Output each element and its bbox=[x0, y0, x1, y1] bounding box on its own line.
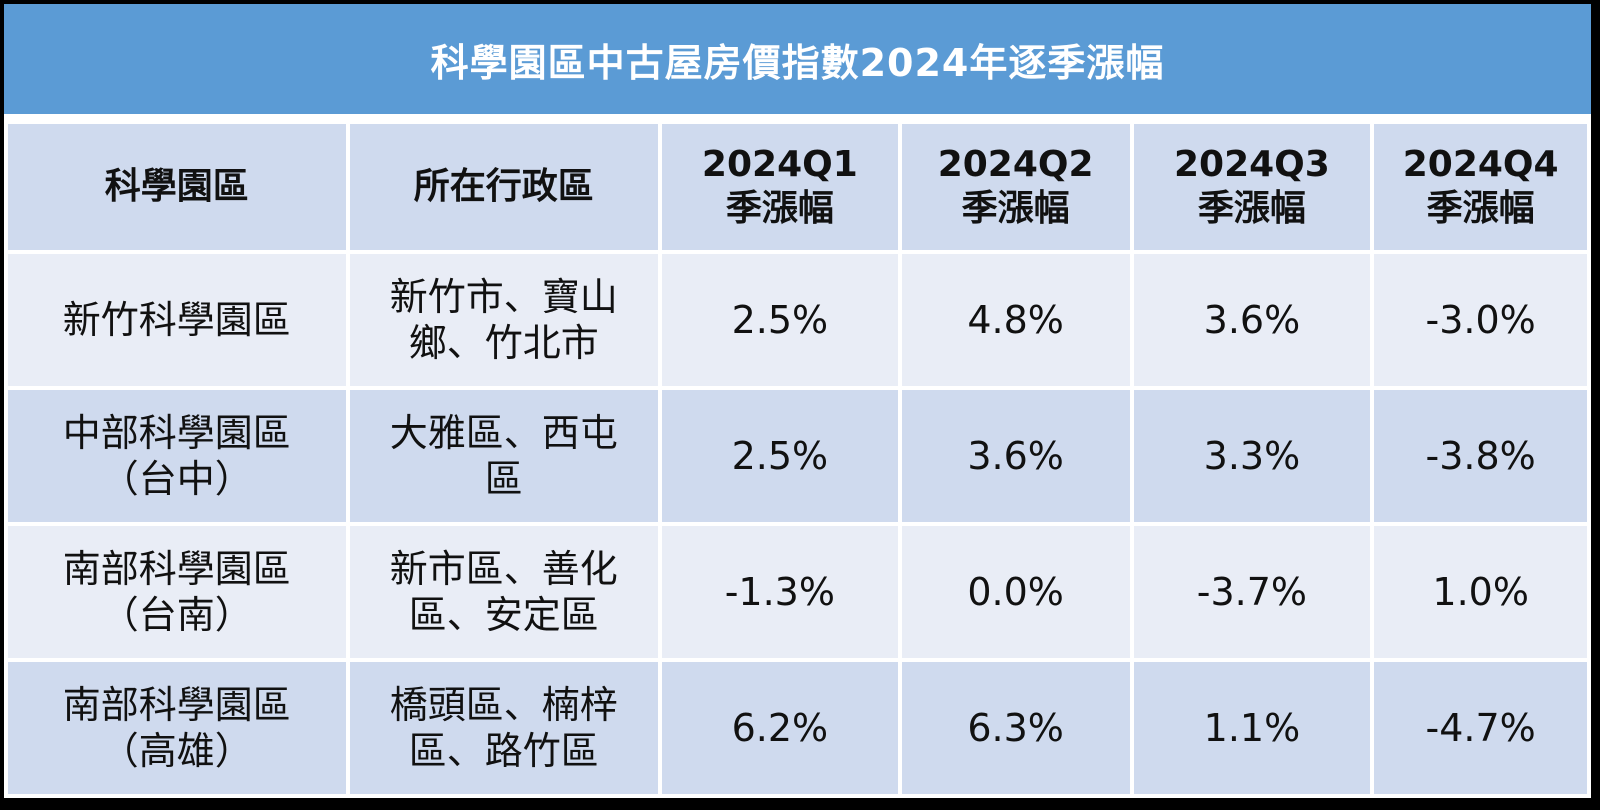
cell-district: 新市區、善化 區、安定區 bbox=[349, 526, 658, 658]
district-line-2: 鄉、竹北市 bbox=[408, 321, 599, 365]
cell-park: 中部科學園區 （台中） bbox=[8, 390, 346, 522]
header-park-label: 科學園區 bbox=[104, 166, 249, 208]
district-line-1: 新竹市、寶山 bbox=[389, 274, 618, 319]
header-q1-period: 2024Q1 bbox=[701, 144, 858, 186]
header-q3-metric: 季漲幅 bbox=[1197, 188, 1306, 229]
cell-q2-value: 3.6% bbox=[901, 390, 1130, 522]
cell-district: 新竹市、寶山 鄉、竹北市 bbox=[349, 254, 658, 386]
park-city: （台南） bbox=[100, 593, 253, 637]
cell-q1-value: 2.5% bbox=[661, 254, 898, 386]
table-row-taichung: 中部科學園區 （台中） 大雅區、西屯 區 2.5% 3.6% 3.3% -3.8… bbox=[8, 390, 1587, 522]
table-row-kaohsiung: 南部科學園區 （高雄） 橋頭區、楠梓 區、路竹區 6.2% 6.3% 1.1% … bbox=[8, 662, 1587, 794]
park-name: 新竹科學園區 bbox=[62, 297, 291, 342]
cell-q4-value: 1.0% bbox=[1374, 526, 1587, 658]
header-q1: 2024Q1 季漲幅 bbox=[661, 124, 898, 250]
table-title: 科學園區中古屋房價指數2024年逐季漲幅 bbox=[4, 4, 1591, 114]
header-q3-period: 2024Q3 bbox=[1173, 144, 1330, 186]
cell-q3-value: -3.7% bbox=[1133, 526, 1371, 658]
cell-q4-value: -3.8% bbox=[1374, 390, 1587, 522]
cell-q1-value: 2.5% bbox=[661, 390, 898, 522]
cell-q4-value: -3.0% bbox=[1374, 254, 1587, 386]
cell-park: 新竹科學園區 bbox=[8, 254, 346, 386]
cell-district: 橋頭區、楠梓 區、路竹區 bbox=[349, 662, 658, 794]
park-name: 南部科學園區 bbox=[62, 682, 291, 727]
park-name: 中部科學園區 bbox=[62, 410, 291, 455]
cell-q1-value: -1.3% bbox=[661, 526, 898, 658]
cell-q3-value: 3.3% bbox=[1133, 390, 1371, 522]
header-district: 所在行政區 bbox=[349, 124, 658, 250]
header-q2-metric: 季漲幅 bbox=[961, 188, 1070, 229]
cell-q1-value: 6.2% bbox=[661, 662, 898, 794]
cell-q2-value: 4.8% bbox=[901, 254, 1130, 386]
cell-district: 大雅區、西屯 區 bbox=[349, 390, 658, 522]
table-row-hsinchu: 新竹科學園區 新竹市、寶山 鄉、竹北市 2.5% 4.8% 3.6% -3.0% bbox=[8, 254, 1587, 386]
header-q4-period: 2024Q4 bbox=[1402, 144, 1559, 186]
cell-q2-value: 0.0% bbox=[901, 526, 1130, 658]
header-q2: 2024Q2 季漲幅 bbox=[901, 124, 1130, 250]
district-line-1: 新市區、善化 bbox=[389, 546, 618, 591]
park-city: （高雄） bbox=[100, 729, 253, 773]
header-q4-metric: 季漲幅 bbox=[1426, 188, 1535, 229]
header-park: 科學園區 bbox=[8, 124, 346, 250]
header-district-label: 所在行政區 bbox=[413, 166, 594, 208]
header-q1-metric: 季漲幅 bbox=[725, 188, 834, 229]
cell-q2-value: 6.3% bbox=[901, 662, 1130, 794]
park-city: （台中） bbox=[100, 457, 253, 501]
header-q4: 2024Q4 季漲幅 bbox=[1374, 124, 1587, 250]
district-line-1: 橋頭區、楠梓 bbox=[389, 682, 618, 727]
park-name: 南部科學園區 bbox=[62, 546, 291, 591]
table-frame: 科學園區中古屋房價指數2024年逐季漲幅 科學園區 所在行政區 2024Q1 季… bbox=[4, 4, 1591, 798]
district-line-1: 大雅區、西屯 bbox=[389, 410, 618, 455]
price-index-table: 科學園區 所在行政區 2024Q1 季漲幅 2024Q2 季漲幅 2024Q3 … bbox=[4, 120, 1591, 798]
cell-q3-value: 1.1% bbox=[1133, 662, 1371, 794]
cell-park: 南部科學園區 （台南） bbox=[8, 526, 346, 658]
district-line-2: 區、路竹區 bbox=[408, 729, 599, 773]
header-row: 科學園區 所在行政區 2024Q1 季漲幅 2024Q2 季漲幅 2024Q3 … bbox=[8, 124, 1587, 250]
district-line-2: 區、安定區 bbox=[408, 593, 599, 637]
cell-q4-value: -4.7% bbox=[1374, 662, 1587, 794]
cell-park: 南部科學園區 （高雄） bbox=[8, 662, 346, 794]
table-row-tainan: 南部科學園區 （台南） 新市區、善化 區、安定區 -1.3% 0.0% -3.7… bbox=[8, 526, 1587, 658]
district-line-2: 區 bbox=[484, 457, 523, 501]
header-q3: 2024Q3 季漲幅 bbox=[1133, 124, 1371, 250]
header-q2-period: 2024Q2 bbox=[937, 144, 1094, 186]
cell-q3-value: 3.6% bbox=[1133, 254, 1371, 386]
